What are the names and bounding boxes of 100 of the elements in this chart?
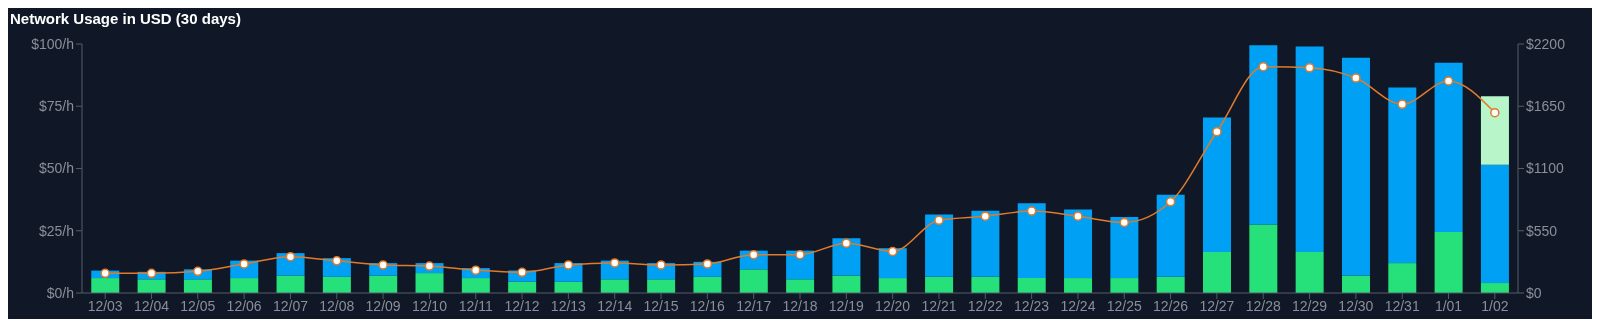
bar <box>1480 283 1509 293</box>
bar <box>971 210 1000 277</box>
bar <box>91 278 120 293</box>
bar <box>1434 62 1463 232</box>
point <box>100 268 110 279</box>
point <box>1258 62 1268 72</box>
x-tick-label: 12/19 <box>828 297 865 314</box>
x-tick-label: 12/11 <box>458 297 493 314</box>
point <box>1490 107 1500 118</box>
x-tick-label: 12/30 <box>1338 297 1374 314</box>
x-tick-label: 12/17 <box>736 297 772 314</box>
x-tick-label: 12/06 <box>226 297 262 314</box>
bar <box>1203 117 1232 252</box>
bar <box>1388 87 1417 264</box>
bar <box>1480 164 1509 284</box>
y2-tick-label: $550 <box>1526 222 1558 239</box>
x-tick-label: 12/15 <box>643 297 679 314</box>
bar <box>647 279 676 293</box>
bar <box>276 275 305 293</box>
x-tick-label: 12/18 <box>782 297 818 314</box>
y-tick-label: $25/h <box>38 222 74 239</box>
y-tick-label: $50/h <box>38 160 74 177</box>
bar <box>1341 275 1370 293</box>
y2-tick-label: $2200 <box>1526 35 1566 52</box>
point <box>1351 73 1361 83</box>
point <box>146 268 157 279</box>
bar <box>925 276 954 293</box>
x-tick-label: 12/05 <box>180 297 216 314</box>
bar <box>1110 278 1139 293</box>
chart-title: Network Usage in USD (30 days) <box>10 10 241 27</box>
x-tick-label: 1/02 <box>1481 297 1509 314</box>
bar <box>1064 278 1093 293</box>
point <box>1026 206 1037 216</box>
point <box>285 251 296 262</box>
point <box>1304 63 1315 73</box>
point <box>609 258 620 268</box>
point <box>656 260 666 270</box>
y2-tick-label: $1100 <box>1526 160 1565 177</box>
x-tick-label: 12/13 <box>550 297 587 314</box>
point <box>424 261 435 271</box>
point <box>980 211 991 221</box>
bar <box>832 275 861 293</box>
bar <box>1017 203 1046 279</box>
point <box>934 215 944 226</box>
bar <box>832 238 861 276</box>
x-tick-label: 12/24 <box>1060 297 1096 314</box>
x-tick-label: 12/03 <box>87 297 123 314</box>
bar <box>1249 224 1278 293</box>
bar <box>878 278 907 293</box>
point <box>795 249 805 260</box>
point <box>887 246 898 257</box>
point <box>563 260 574 270</box>
y-tick-label: $100/h <box>31 35 74 52</box>
point <box>1443 76 1454 86</box>
x-tick-label: 12/26 <box>1153 297 1189 314</box>
x-tick-label: 1/01 <box>1434 297 1463 314</box>
point <box>1212 126 1222 137</box>
x-tick-label: 12/27 <box>1199 297 1235 314</box>
bar <box>1480 96 1509 165</box>
bar <box>1064 209 1093 279</box>
point <box>1397 99 1407 110</box>
x-tick-label: 12/12 <box>504 297 540 314</box>
point <box>1165 197 1176 207</box>
bar <box>693 276 722 293</box>
x-tick-label: 12/09 <box>365 297 401 314</box>
point <box>1073 211 1083 222</box>
bar <box>461 278 490 293</box>
bar <box>1110 217 1139 279</box>
x-tick-label: 12/20 <box>875 297 911 314</box>
y-tick-label: $0/h <box>46 284 74 301</box>
bar <box>1249 45 1278 225</box>
x-tick-label: 12/29 <box>1292 297 1328 314</box>
y2-tick-label: $1650 <box>1526 98 1566 115</box>
point <box>239 259 249 269</box>
x-tick-label: 12/23 <box>1014 297 1050 314</box>
bar <box>786 279 815 293</box>
point <box>1119 217 1130 228</box>
bar <box>1388 263 1417 293</box>
x-tick-label: 12/25 <box>1106 297 1142 314</box>
bar <box>230 278 259 293</box>
point <box>841 238 852 248</box>
x-tick-label: 12/22 <box>967 297 1004 314</box>
bar <box>322 276 351 293</box>
bar <box>1295 251 1324 293</box>
x-tick-label: 12/31 <box>1384 297 1420 314</box>
bar <box>1156 276 1185 293</box>
x-tick-label: 12/04 <box>133 297 170 314</box>
bar <box>183 279 212 293</box>
bar <box>1156 194 1185 277</box>
bar <box>1295 46 1324 252</box>
x-tick-label: 12/28 <box>1245 297 1281 314</box>
point <box>470 265 481 275</box>
bar <box>971 276 1000 293</box>
bar <box>1434 232 1463 293</box>
bar <box>415 273 444 293</box>
x-tick-label: 12/21 <box>921 297 957 314</box>
x-tick-label: 12/16 <box>689 297 726 314</box>
y2-tick-label: $0 <box>1526 284 1542 301</box>
point <box>332 256 342 266</box>
point <box>193 266 203 277</box>
